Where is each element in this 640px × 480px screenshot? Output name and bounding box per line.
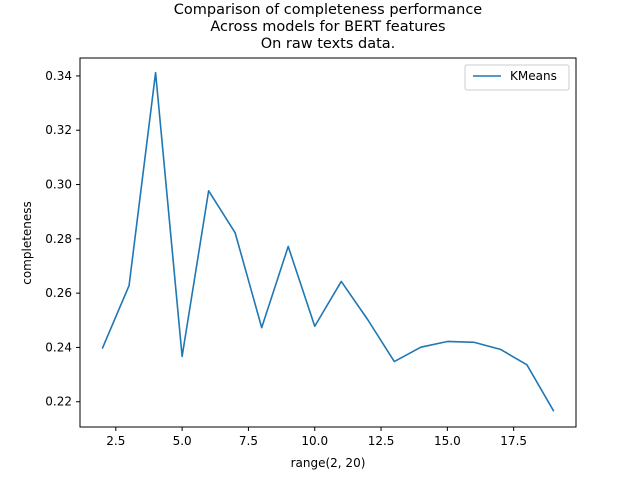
plot-frame (79, 57, 577, 428)
y-tick-label: 0.32 (45, 123, 72, 137)
chart-title-line-1: Comparison of completeness performance (174, 2, 483, 18)
y-tick-label: 0.24 (45, 340, 72, 354)
chart-title: Comparison of completeness performance A… (174, 2, 483, 52)
x-tick-label: 17.5 (500, 434, 527, 448)
x-axis-ticks: 2.5 5.0 7.5 10.0 12.5 15.0 17.5 (106, 427, 527, 448)
y-axis-label: completeness (20, 201, 34, 285)
series-line-kmeans (101, 71, 555, 412)
x-tick-label: 15.0 (434, 434, 461, 448)
y-tick-label: 0.34 (45, 69, 72, 83)
legend-box (464, 64, 570, 91)
legend: KMeans (464, 64, 570, 91)
y-tick-label: 0.26 (45, 286, 72, 300)
chart-title-line-2: Across models for BERT features (210, 19, 445, 35)
x-tick-label: 10.0 (301, 434, 328, 448)
x-tick-label: 2.5 (106, 434, 125, 448)
y-axis-ticks: 0.22 0.24 0.26 0.28 0.30 0.32 0.34 (45, 69, 80, 409)
x-axis-label: range(2, 20) (291, 456, 366, 470)
x-tick-label: 5.0 (173, 434, 192, 448)
y-tick-label: 0.30 (45, 178, 72, 192)
y-tick-label: 0.28 (45, 232, 72, 246)
chart-title-line-3: On raw texts data. (261, 36, 396, 52)
x-tick-label: 7.5 (239, 434, 258, 448)
series-layer (101, 71, 555, 412)
legend-label-kmeans: KMeans (510, 69, 557, 83)
y-tick-label: 0.22 (45, 395, 72, 409)
x-tick-label: 12.5 (368, 434, 395, 448)
